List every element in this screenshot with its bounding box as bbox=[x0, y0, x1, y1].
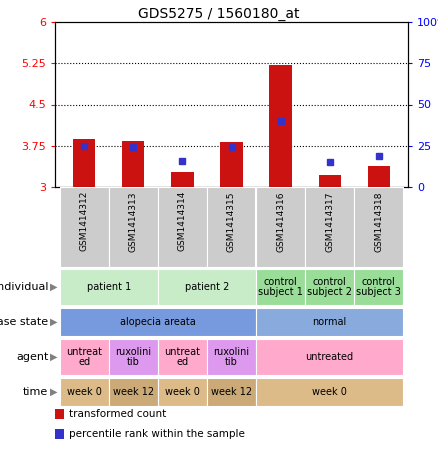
Text: GSM1414313: GSM1414313 bbox=[129, 191, 138, 251]
Bar bbox=[60, 378, 109, 406]
Text: GSM1414316: GSM1414316 bbox=[276, 191, 285, 251]
Bar bbox=[109, 378, 158, 406]
Text: time: time bbox=[23, 387, 49, 397]
Bar bbox=[60, 338, 109, 376]
Text: ruxolini
tib: ruxolini tib bbox=[115, 347, 152, 367]
Bar bbox=[171, 172, 194, 187]
Bar bbox=[220, 142, 243, 187]
Bar bbox=[207, 378, 256, 406]
Bar bbox=[256, 378, 403, 406]
Text: untreated: untreated bbox=[305, 352, 353, 362]
Text: week 0: week 0 bbox=[165, 387, 200, 397]
Text: patient 2: patient 2 bbox=[185, 282, 229, 292]
Text: ▶: ▶ bbox=[50, 282, 57, 292]
Bar bbox=[60, 308, 256, 336]
Text: percentile rank within the sample: percentile rank within the sample bbox=[69, 429, 245, 439]
Text: agent: agent bbox=[16, 352, 49, 362]
Bar bbox=[207, 187, 256, 267]
Text: patient 1: patient 1 bbox=[87, 282, 131, 292]
Bar bbox=[55, 429, 64, 439]
Text: GSM1414314: GSM1414314 bbox=[178, 191, 187, 251]
Text: week 12: week 12 bbox=[211, 387, 252, 397]
Bar bbox=[256, 308, 403, 336]
Text: normal: normal bbox=[312, 317, 347, 327]
Text: alopecia areata: alopecia areata bbox=[120, 317, 196, 327]
Bar bbox=[60, 269, 158, 305]
Bar bbox=[354, 269, 403, 305]
Bar bbox=[158, 338, 207, 376]
Text: transformed count: transformed count bbox=[69, 410, 166, 419]
Text: GSM1414312: GSM1414312 bbox=[80, 191, 89, 251]
Bar bbox=[109, 187, 158, 267]
Bar bbox=[305, 187, 354, 267]
Bar bbox=[256, 338, 403, 376]
Text: individual: individual bbox=[0, 282, 49, 292]
Bar bbox=[158, 378, 207, 406]
Bar bbox=[367, 166, 390, 187]
Text: untreat
ed: untreat ed bbox=[165, 347, 201, 367]
Text: untreat
ed: untreat ed bbox=[67, 347, 102, 367]
Text: control
subject 1: control subject 1 bbox=[258, 277, 303, 298]
Bar bbox=[256, 187, 305, 267]
Text: ruxolini
tib: ruxolini tib bbox=[213, 347, 250, 367]
Bar bbox=[318, 175, 341, 187]
Bar bbox=[74, 139, 95, 187]
Bar bbox=[269, 65, 292, 187]
Text: GSM1414317: GSM1414317 bbox=[325, 191, 334, 251]
Bar bbox=[158, 187, 207, 267]
Bar bbox=[256, 269, 305, 305]
Text: ▶: ▶ bbox=[50, 352, 57, 362]
Text: ▶: ▶ bbox=[50, 317, 57, 327]
Bar bbox=[158, 269, 256, 305]
Bar bbox=[60, 187, 109, 267]
Text: control
subject 3: control subject 3 bbox=[356, 277, 401, 298]
Text: ▶: ▶ bbox=[50, 387, 57, 397]
Text: week 0: week 0 bbox=[312, 387, 347, 397]
Bar bbox=[354, 187, 403, 267]
Text: week 0: week 0 bbox=[67, 387, 102, 397]
Text: GSM1414315: GSM1414315 bbox=[227, 191, 236, 251]
Bar bbox=[122, 141, 145, 187]
Bar bbox=[305, 269, 354, 305]
Text: GSM1414318: GSM1414318 bbox=[374, 191, 383, 251]
Bar bbox=[55, 410, 64, 419]
Text: GDS5275 / 1560180_at: GDS5275 / 1560180_at bbox=[138, 7, 300, 21]
Text: week 12: week 12 bbox=[113, 387, 154, 397]
Bar bbox=[207, 338, 256, 376]
Text: disease state: disease state bbox=[0, 317, 49, 327]
Bar bbox=[109, 338, 158, 376]
Text: control
subject 2: control subject 2 bbox=[307, 277, 352, 298]
